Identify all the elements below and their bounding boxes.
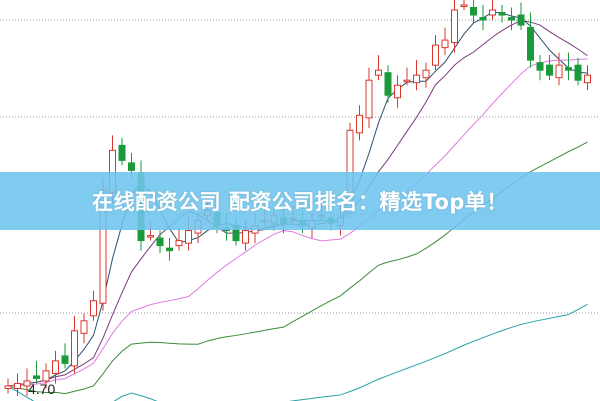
candle-up: [356, 114, 363, 134]
candle-up: [432, 44, 439, 66]
ma60-line: [7, 303, 588, 401]
banner-title: 在线配资公司 配资公司排名：精选Top单！: [92, 190, 508, 214]
ma20-line: [7, 58, 588, 387]
candle-up: [42, 370, 50, 382]
candle-up: [375, 69, 382, 76]
candle-down: [128, 162, 135, 171]
candle-down: [61, 355, 69, 364]
candle-up: [584, 74, 591, 84]
candle-up: [451, 9, 458, 44]
price-label: 4.70: [28, 381, 56, 397]
candle-up: [185, 230, 192, 244]
candle-up: [147, 235, 154, 238]
candle-up: [80, 320, 88, 334]
candle-up: [460, 4, 468, 8]
candle-down: [565, 67, 572, 71]
candle-up: [555, 64, 563, 79]
candle-down: [527, 27, 534, 61]
candle-down: [384, 72, 392, 96]
candle-down: [33, 375, 40, 379]
candle-up: [413, 74, 420, 84]
candle-down: [479, 17, 487, 21]
candle-up: [175, 240, 183, 247]
candle-up: [365, 79, 373, 119]
candle-up: [90, 300, 97, 317]
candle-up: [422, 69, 430, 79]
title-banner: 在线配资公司 配资公司排名：精选Top单！: [0, 172, 600, 230]
candle-up: [52, 360, 59, 374]
candle-up: [14, 382, 21, 389]
candle-down: [118, 144, 126, 161]
candle-down: [498, 12, 506, 16]
candle-up: [441, 39, 449, 49]
candle-down: [517, 14, 525, 26]
candle-down: [536, 62, 544, 71]
candle-down: [508, 17, 515, 21]
candle-up: [403, 79, 411, 83]
candle-up: [23, 380, 31, 387]
candle-up: [242, 230, 249, 244]
candle-down: [156, 237, 164, 247]
candle-up: [489, 9, 496, 16]
candle-down: [574, 64, 582, 81]
candle-up: [71, 330, 78, 367]
candle-down: [546, 64, 553, 76]
candle-up: [394, 84, 401, 99]
candle-up: [4, 385, 12, 389]
candle-down: [470, 7, 477, 16]
candle-down: [166, 247, 173, 252]
